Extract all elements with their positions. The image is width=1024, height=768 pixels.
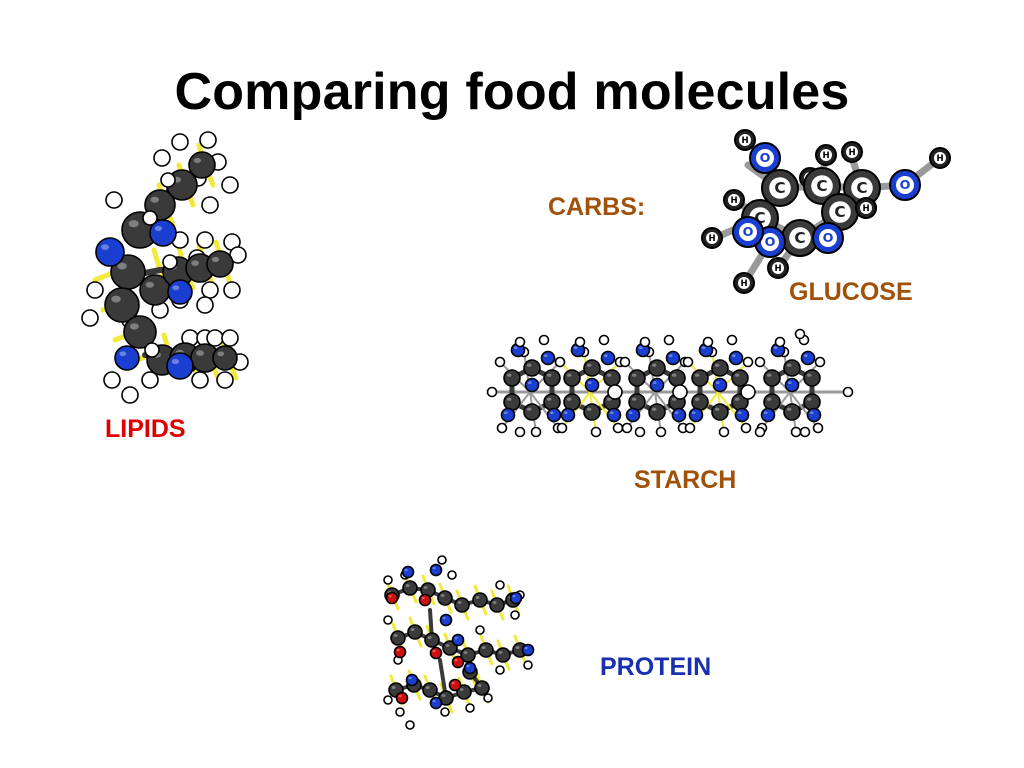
svg-text:H: H — [822, 151, 829, 161]
lipids-label: LIPIDS — [105, 415, 186, 443]
lipid-molecule-icon — [81, 131, 249, 404]
svg-text:H: H — [708, 234, 715, 244]
starch-molecule-icon — [486, 328, 854, 438]
protein-molecule-icon — [383, 555, 535, 730]
svg-text:H: H — [740, 279, 747, 289]
glucose-molecule-icon: HHHHHHHHHHCCCCCCOOOOOH — [701, 129, 951, 294]
svg-text:O: O — [823, 231, 834, 246]
svg-text:O: O — [900, 178, 911, 193]
svg-text:H: H — [730, 196, 737, 206]
svg-text:C: C — [816, 177, 827, 195]
svg-text:C: C — [794, 229, 805, 247]
glucose-label: GLUCOSE — [789, 278, 913, 306]
svg-text:H: H — [848, 148, 855, 158]
svg-text:C: C — [834, 203, 845, 221]
starch-label: STARCH — [634, 466, 737, 494]
page-title: Comparing food molecules — [174, 63, 850, 121]
svg-text:C: C — [754, 209, 765, 227]
svg-text:O: O — [743, 225, 754, 240]
svg-text:H: H — [741, 136, 748, 146]
svg-text:O: O — [765, 235, 776, 250]
carbs-label: CARBS: — [548, 193, 646, 221]
svg-text:C: C — [856, 179, 867, 197]
svg-text:H: H — [936, 154, 943, 164]
svg-text:H: H — [774, 264, 781, 274]
svg-text:O: O — [760, 151, 771, 166]
svg-text:C: C — [774, 179, 785, 197]
svg-text:H: H — [862, 204, 869, 214]
protein-label: PROTEIN — [600, 653, 712, 681]
